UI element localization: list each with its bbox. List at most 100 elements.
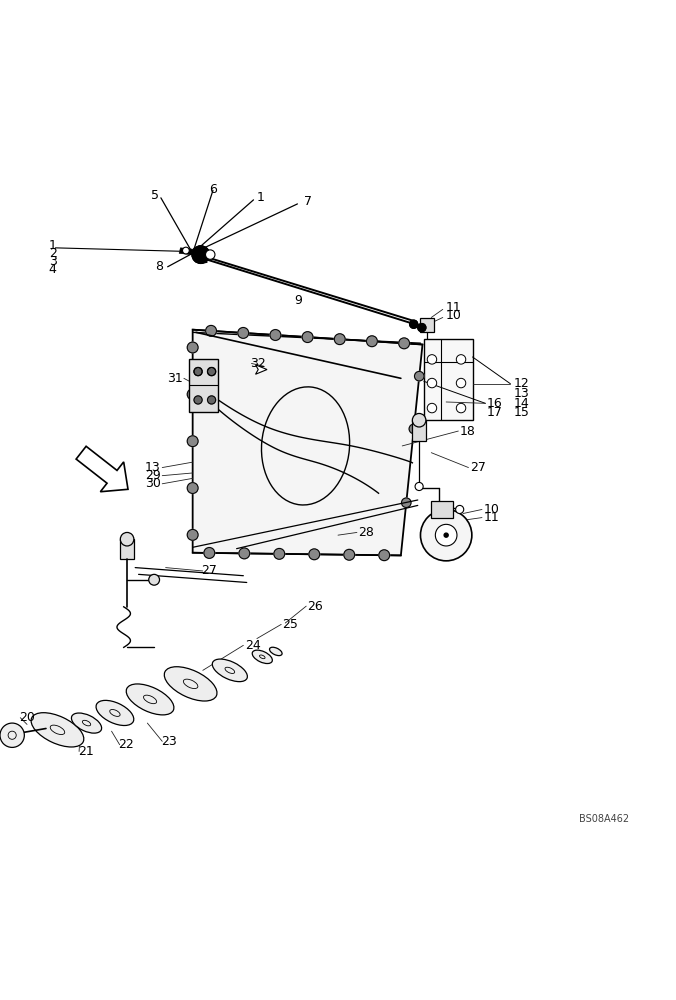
Circle shape xyxy=(456,403,466,413)
Text: 3: 3 xyxy=(49,255,57,268)
Circle shape xyxy=(149,574,160,585)
Text: 14: 14 xyxy=(514,397,529,410)
Circle shape xyxy=(183,247,189,254)
Circle shape xyxy=(379,550,389,561)
Text: 9: 9 xyxy=(294,294,302,307)
Polygon shape xyxy=(189,359,218,412)
Circle shape xyxy=(192,246,210,263)
Circle shape xyxy=(239,548,249,559)
Ellipse shape xyxy=(72,713,101,733)
Text: 20: 20 xyxy=(19,711,34,724)
Circle shape xyxy=(302,332,313,342)
Circle shape xyxy=(238,328,249,338)
Text: 16: 16 xyxy=(487,397,502,410)
Circle shape xyxy=(418,324,426,332)
Circle shape xyxy=(427,355,437,364)
Text: 13: 13 xyxy=(514,387,529,400)
Text: 23: 23 xyxy=(161,735,176,748)
Circle shape xyxy=(456,355,466,364)
Circle shape xyxy=(409,424,418,434)
Circle shape xyxy=(187,342,198,353)
Ellipse shape xyxy=(126,684,174,715)
Circle shape xyxy=(414,371,424,381)
Text: 10: 10 xyxy=(446,309,462,322)
Polygon shape xyxy=(420,318,434,332)
Circle shape xyxy=(208,368,216,376)
Text: 15: 15 xyxy=(514,406,529,419)
Circle shape xyxy=(410,320,418,328)
Circle shape xyxy=(206,325,216,336)
Polygon shape xyxy=(76,446,128,492)
Text: 25: 25 xyxy=(283,618,298,631)
Circle shape xyxy=(0,723,24,747)
Text: 4: 4 xyxy=(49,263,57,276)
Circle shape xyxy=(420,509,472,561)
Text: 31: 31 xyxy=(167,372,183,385)
Circle shape xyxy=(192,246,210,263)
Text: 27: 27 xyxy=(470,461,485,474)
Polygon shape xyxy=(412,420,426,441)
Text: 1: 1 xyxy=(257,191,265,204)
Circle shape xyxy=(399,338,410,349)
Circle shape xyxy=(270,330,281,340)
Circle shape xyxy=(335,334,345,345)
Ellipse shape xyxy=(252,650,272,664)
Text: 12: 12 xyxy=(514,377,529,390)
Text: 11: 11 xyxy=(483,511,499,524)
Circle shape xyxy=(435,524,457,546)
Text: 21: 21 xyxy=(78,745,93,758)
Circle shape xyxy=(456,378,466,388)
Text: 27: 27 xyxy=(201,564,217,577)
Circle shape xyxy=(187,529,198,540)
Polygon shape xyxy=(431,501,453,518)
Ellipse shape xyxy=(212,659,247,682)
Text: 10: 10 xyxy=(483,503,499,516)
Circle shape xyxy=(194,368,202,376)
Text: 26: 26 xyxy=(308,600,323,613)
Text: 29: 29 xyxy=(145,469,161,482)
Text: 6: 6 xyxy=(209,183,217,196)
Text: 13: 13 xyxy=(145,461,161,474)
Text: 32: 32 xyxy=(250,357,266,370)
Circle shape xyxy=(427,378,437,388)
Circle shape xyxy=(444,533,448,537)
Circle shape xyxy=(415,482,423,491)
Text: 22: 22 xyxy=(118,738,134,751)
Circle shape xyxy=(194,396,202,404)
Text: 5: 5 xyxy=(151,189,159,202)
Circle shape xyxy=(206,250,215,259)
Circle shape xyxy=(412,413,426,427)
Circle shape xyxy=(120,532,134,546)
Text: 1: 1 xyxy=(49,239,57,252)
Circle shape xyxy=(187,436,198,447)
Text: BS08A462: BS08A462 xyxy=(579,814,629,824)
Ellipse shape xyxy=(31,713,84,747)
Text: 2: 2 xyxy=(49,247,57,260)
Polygon shape xyxy=(256,365,267,374)
Ellipse shape xyxy=(96,700,134,726)
Text: 17: 17 xyxy=(487,406,502,419)
Text: 11: 11 xyxy=(446,301,462,314)
Text: 8: 8 xyxy=(155,260,164,273)
Circle shape xyxy=(204,548,215,558)
Circle shape xyxy=(366,336,377,347)
Circle shape xyxy=(427,403,437,413)
Text: 24: 24 xyxy=(245,639,260,652)
Circle shape xyxy=(274,548,285,559)
Circle shape xyxy=(187,483,198,493)
Circle shape xyxy=(208,368,216,376)
Text: 28: 28 xyxy=(358,526,374,539)
Circle shape xyxy=(402,498,411,507)
Polygon shape xyxy=(179,248,193,255)
Polygon shape xyxy=(120,539,134,559)
Ellipse shape xyxy=(270,647,282,656)
Circle shape xyxy=(456,505,464,514)
Circle shape xyxy=(344,549,355,560)
Polygon shape xyxy=(424,339,473,420)
Text: 30: 30 xyxy=(145,477,161,490)
Circle shape xyxy=(309,549,320,560)
Text: 7: 7 xyxy=(304,195,312,208)
Polygon shape xyxy=(193,330,422,555)
Circle shape xyxy=(187,389,198,400)
Circle shape xyxy=(208,396,216,404)
